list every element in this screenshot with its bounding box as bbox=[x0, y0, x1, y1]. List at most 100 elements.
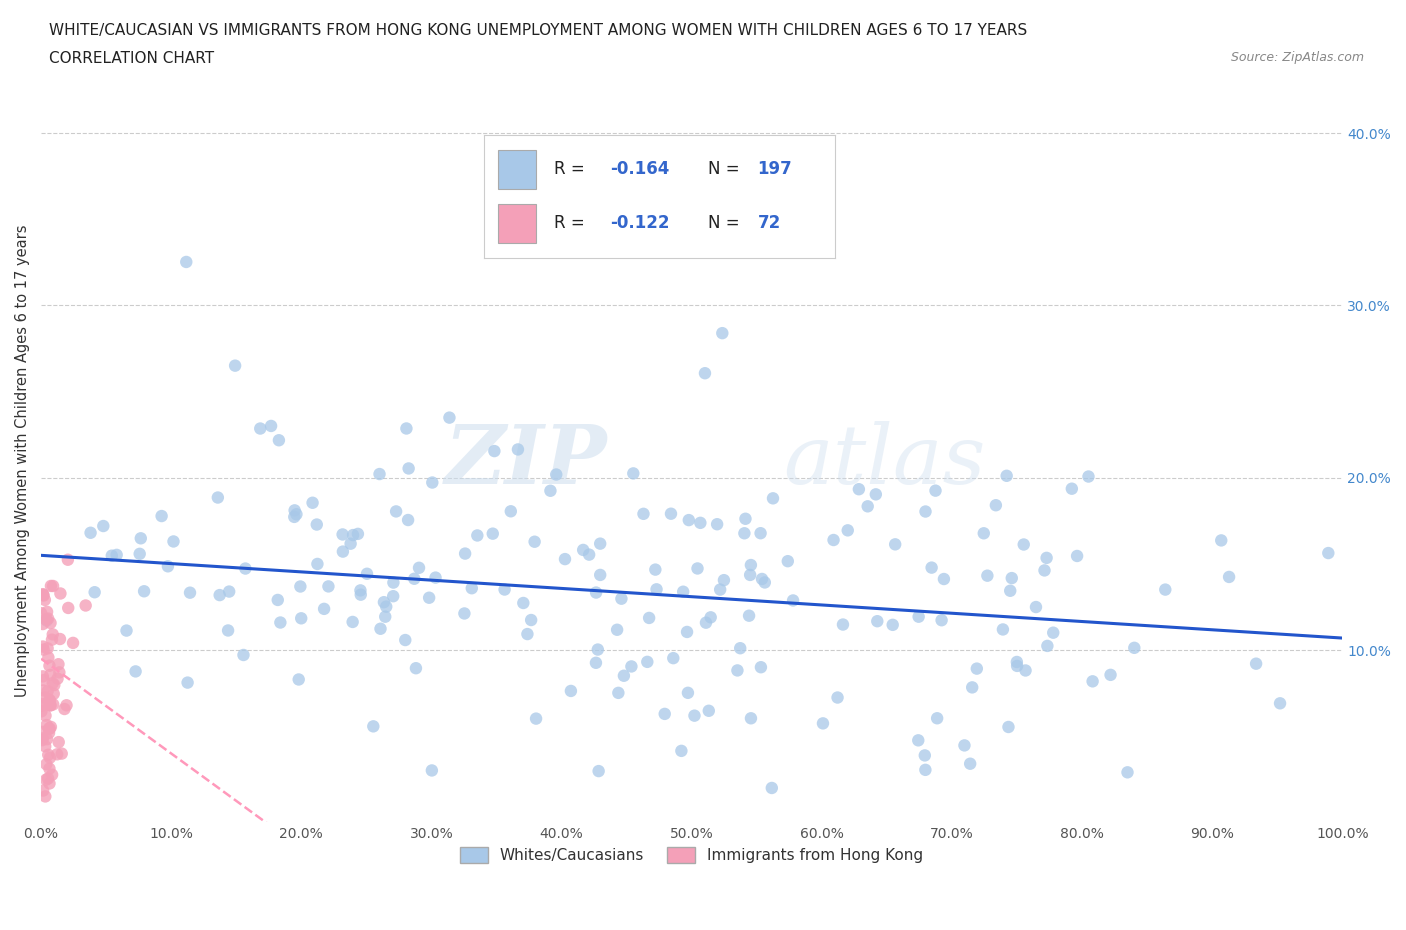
Point bbox=[1005, 658, 1028, 673]
Point bbox=[405, 661, 427, 676]
Point bbox=[984, 498, 1007, 512]
Point bbox=[35, 613, 58, 628]
Point bbox=[332, 544, 354, 559]
Point bbox=[524, 711, 547, 726]
Point bbox=[606, 622, 628, 637]
Point bbox=[439, 410, 461, 425]
Point bbox=[676, 625, 699, 640]
Point bbox=[342, 527, 364, 542]
Point bbox=[301, 496, 323, 511]
Point bbox=[418, 591, 440, 605]
Point bbox=[678, 512, 700, 527]
Point bbox=[260, 418, 283, 433]
Point bbox=[34, 592, 56, 607]
Point bbox=[1154, 582, 1177, 597]
Point bbox=[1042, 625, 1064, 640]
Point bbox=[39, 698, 62, 713]
Point bbox=[398, 461, 420, 476]
Legend: Whites/Caucasians, Immigrants from Hong Kong: Whites/Caucasians, Immigrants from Hong … bbox=[454, 841, 929, 869]
Point bbox=[607, 685, 630, 700]
Point bbox=[960, 680, 983, 695]
Point bbox=[32, 783, 55, 798]
Point bbox=[39, 698, 62, 712]
Point bbox=[484, 444, 506, 458]
Point bbox=[676, 685, 699, 700]
Point bbox=[32, 672, 55, 687]
Point bbox=[953, 738, 976, 753]
Point bbox=[332, 527, 354, 542]
Point bbox=[516, 627, 538, 642]
Point bbox=[1244, 657, 1267, 671]
Point bbox=[37, 684, 59, 698]
Point bbox=[34, 709, 56, 724]
Point bbox=[995, 469, 1018, 484]
Point bbox=[420, 763, 443, 777]
Point bbox=[914, 748, 936, 763]
Point bbox=[49, 586, 72, 601]
Point bbox=[37, 641, 59, 656]
Point bbox=[572, 542, 595, 557]
Point bbox=[1000, 583, 1022, 598]
Point bbox=[347, 526, 370, 541]
Point bbox=[37, 611, 59, 626]
Point bbox=[46, 747, 69, 762]
Point bbox=[382, 575, 405, 590]
Point bbox=[350, 587, 373, 602]
Point bbox=[914, 763, 936, 777]
Point bbox=[30, 704, 52, 719]
Point bbox=[83, 585, 105, 600]
Point bbox=[37, 748, 59, 763]
Point bbox=[31, 733, 53, 748]
Point bbox=[75, 598, 97, 613]
Point bbox=[290, 611, 312, 626]
Text: CORRELATION CHART: CORRELATION CHART bbox=[49, 51, 214, 66]
Text: atlas: atlas bbox=[783, 420, 986, 500]
Point bbox=[48, 657, 70, 671]
Point bbox=[932, 572, 955, 587]
Point bbox=[659, 506, 682, 521]
Point bbox=[554, 551, 576, 566]
Point bbox=[35, 732, 58, 747]
Point bbox=[267, 592, 290, 607]
Point bbox=[776, 553, 799, 568]
Point bbox=[865, 487, 887, 502]
Point bbox=[697, 703, 720, 718]
Point bbox=[749, 659, 772, 674]
Point bbox=[42, 676, 65, 691]
Point bbox=[538, 484, 561, 498]
Point bbox=[848, 482, 870, 497]
Point bbox=[866, 614, 889, 629]
Point bbox=[1005, 655, 1028, 670]
Point bbox=[762, 491, 785, 506]
Point bbox=[1123, 641, 1146, 656]
Point bbox=[32, 588, 55, 603]
Point bbox=[339, 537, 361, 551]
Y-axis label: Unemployment Among Women with Children Ages 6 to 17 years: Unemployment Among Women with Children A… bbox=[15, 224, 30, 697]
Point bbox=[461, 580, 484, 595]
Point bbox=[38, 692, 60, 707]
Point bbox=[959, 756, 981, 771]
Point bbox=[494, 582, 516, 597]
Point bbox=[578, 547, 600, 562]
Point bbox=[179, 585, 201, 600]
Point bbox=[305, 517, 328, 532]
Point bbox=[1012, 537, 1035, 551]
Point bbox=[693, 365, 716, 380]
Point bbox=[1014, 663, 1036, 678]
Point bbox=[35, 757, 58, 772]
Point bbox=[1025, 600, 1047, 615]
Point bbox=[695, 616, 717, 631]
Point bbox=[31, 669, 53, 684]
Point bbox=[520, 613, 543, 628]
Point bbox=[589, 537, 612, 551]
Point bbox=[41, 767, 63, 782]
Point bbox=[1060, 481, 1083, 496]
Point bbox=[38, 658, 60, 673]
Point bbox=[31, 639, 53, 654]
Point bbox=[610, 591, 633, 606]
Point bbox=[385, 504, 408, 519]
Point bbox=[671, 743, 693, 758]
Point bbox=[644, 562, 666, 577]
Point bbox=[976, 568, 998, 583]
Point bbox=[124, 664, 146, 679]
